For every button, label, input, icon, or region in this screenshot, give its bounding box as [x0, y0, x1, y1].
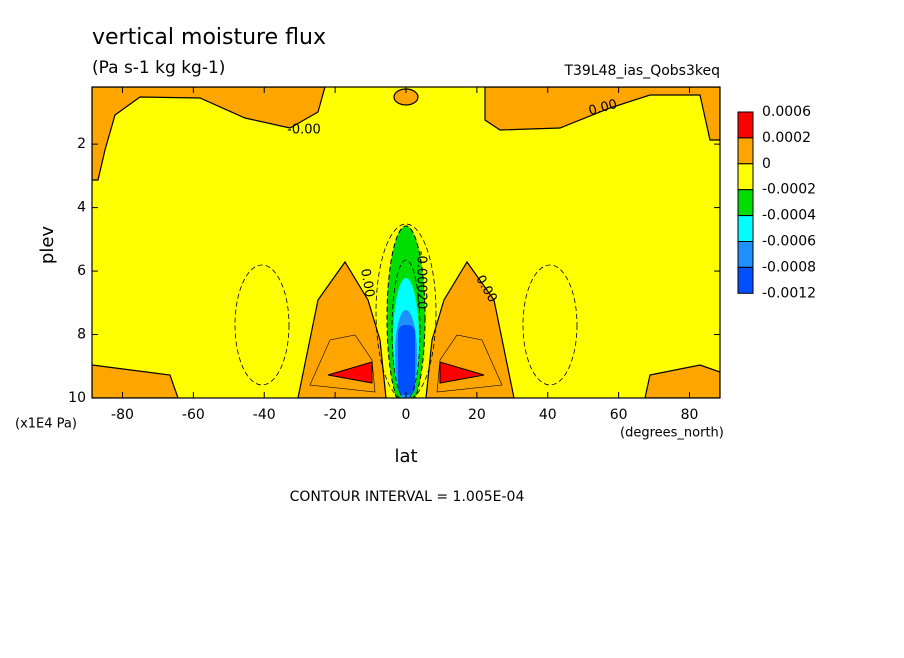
region [439, 361, 485, 384]
y-tick-label: 4 [77, 200, 86, 216]
x-tick-label: -40 [253, 407, 276, 423]
positive-regions [92, 87, 720, 398]
y-axis-title: plev [37, 226, 58, 265]
colorbar-label: -0.0004 [762, 208, 816, 224]
x-tick-label: -80 [111, 407, 134, 423]
colorbar-label: -0.0002 [762, 182, 816, 198]
region [644, 364, 720, 398]
y-tick-label: 6 [77, 263, 86, 279]
region [484, 87, 720, 141]
colorbar-box [737, 163, 754, 191]
contour-field [92, 87, 720, 398]
contour-line [309, 334, 376, 393]
colorbar-label: -0.0006 [762, 234, 816, 250]
colorbar-label: -0.0012 [762, 285, 816, 301]
contour-label: 0.00 [357, 267, 377, 298]
contour-line [522, 264, 578, 386]
x-tick-label: 60 [610, 407, 628, 423]
y-units: (x1E4 Pa) [15, 417, 77, 432]
y-tick-label: 10 [68, 390, 86, 406]
x-tick-label: 20 [468, 407, 486, 423]
chart-subtitle: (Pa s-1 kg kg-1) [92, 58, 225, 78]
region [92, 364, 179, 398]
contour-label: 0.00 [587, 97, 619, 119]
contour-interval: CONTOUR INTERVAL = 1.005E-04 [290, 489, 525, 505]
contour-line [375, 223, 437, 398]
colorbar-box [737, 137, 754, 165]
x-units: (degrees_north) [620, 426, 724, 441]
x-tick-label: -20 [324, 407, 347, 423]
region [327, 361, 373, 384]
colorbar-label: 0.0002 [762, 130, 811, 146]
colorbar-label: -0.0008 [762, 259, 816, 275]
colorbar-box [737, 241, 754, 268]
x-tick-label: 0 [402, 407, 411, 423]
colorbar-box [737, 111, 754, 139]
x-axis-title: lat [394, 446, 417, 467]
run-label: T39L48_ias_Qobs3keq [563, 63, 720, 79]
negative-contours [234, 223, 578, 398]
colorbar-box [737, 189, 754, 217]
colorbar-label: 0 [762, 156, 771, 172]
x-tick-label: -60 [182, 407, 205, 423]
region [92, 87, 326, 181]
contour-line [391, 259, 421, 398]
contour-label: -0.00020 [414, 251, 429, 309]
y-tick-label: 2 [77, 136, 86, 152]
colorbar-box [737, 266, 754, 294]
inner-contours [309, 334, 503, 393]
chart-title: vertical moisture flux [92, 25, 326, 50]
x-tick-label: 80 [681, 407, 699, 423]
contour-label: -0.00 [287, 123, 321, 138]
contour-line [234, 264, 290, 386]
x-tick-label: 40 [539, 407, 557, 423]
region [398, 325, 415, 395]
colorbar-label: 0.0006 [762, 104, 811, 120]
colorbar-box [737, 215, 754, 243]
y-tick-label: 8 [77, 327, 86, 343]
contour-line [436, 334, 503, 393]
